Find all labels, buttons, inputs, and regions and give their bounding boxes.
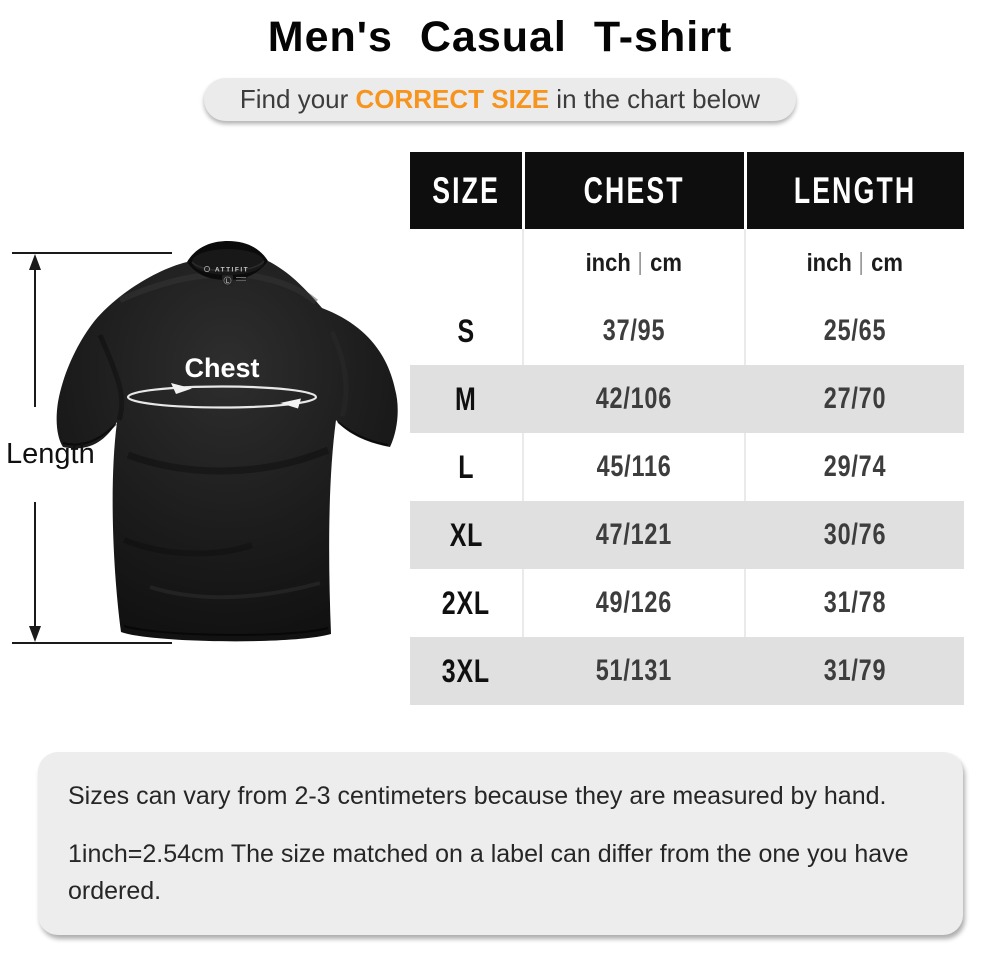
length-arrowhead-down-icon (29, 626, 41, 642)
header-cell-chest: CHEST (522, 152, 744, 229)
banner-text-suffix: in the chart below (549, 84, 761, 114)
sleeve-shadow (329, 330, 349, 417)
tag-text-line (236, 277, 246, 278)
cell-size: 3XL (441, 652, 491, 689)
tshirt-body (56, 261, 398, 642)
cell-chest: 45/116 (522, 433, 744, 501)
size-tag-circle (223, 276, 232, 285)
length-label: Length (6, 438, 95, 470)
note-conversion: 1inch=2.54cm The size matched on a label… (68, 840, 909, 905)
cell-length: 31/79 (744, 637, 964, 705)
units-cell-length: inch cm (744, 229, 964, 297)
chest-measure-ellipse (126, 385, 318, 409)
unit-divider (639, 251, 642, 275)
cuff-stitch (62, 423, 117, 446)
chest-label: Chest (184, 353, 259, 383)
table-row-2xl: 2XL 49/126 31/78 (410, 569, 964, 637)
unit-cm-label: cm (871, 248, 904, 277)
table-header-row: SIZE CHEST LENGTH (410, 152, 964, 229)
table-row-l: L 45/116 29/74 (410, 433, 964, 501)
unit-inch-label: inch (806, 248, 853, 277)
collar-brand-label: ATTIFIT (215, 267, 249, 274)
cell-chest: 42/106 (522, 365, 744, 433)
header-cell-size: SIZE (410, 152, 522, 229)
wrinkle-highlight (149, 581, 321, 600)
cell-length: 29/74 (744, 433, 964, 501)
chest-arrow-left-icon (280, 398, 301, 409)
notes-box: Sizes can vary from 2-3 centimeters beca… (38, 752, 963, 935)
units-row: inch cm inch cm (410, 229, 964, 297)
cell-chest: 49/126 (522, 569, 744, 637)
shoulder-highlight (247, 272, 318, 305)
cell-size: 2XL (441, 584, 491, 621)
table-row-s: S 37/95 25/65 (410, 297, 964, 365)
banner-text-prefix: Find your (239, 84, 356, 114)
collar-seam (191, 260, 265, 272)
cell-length: 27/70 (744, 365, 964, 433)
cell-size: XL (449, 516, 483, 553)
header-label-chest: CHEST (583, 169, 686, 211)
cuff-stitch (337, 421, 389, 446)
chest-arrow-right-icon (171, 383, 192, 394)
tshirt-diagram: ATTIFIT L Chest Length (6, 241, 398, 644)
sleeve-shadow (97, 333, 125, 421)
find-size-banner: Find your CORRECT SIZE in the chart belo… (204, 78, 796, 121)
size-chart-table: SIZE CHEST LENGTH inch cm inch cm S 37/95 … (410, 152, 964, 705)
collar-size-label: L (226, 279, 230, 285)
length-arrowhead-up-icon (29, 254, 41, 270)
page-title: Men's Casual T-shirt (267, 13, 733, 61)
brand-logo-icon (204, 266, 210, 272)
wrinkle-shadow (126, 446, 330, 475)
table-row-xl: XL 47/121 30/76 (410, 501, 964, 569)
wrinkle-shadow (122, 537, 253, 557)
units-cell-empty (410, 229, 522, 297)
note-measuring: Sizes can vary from 2-3 centimeters beca… (68, 782, 887, 810)
header-cell-length: LENGTH (744, 152, 964, 229)
tag-text-line (236, 280, 246, 281)
table-row-3xl: 3XL 51/131 31/79 (410, 637, 964, 705)
cell-size: L (457, 448, 475, 485)
cell-length: 31/78 (744, 569, 964, 637)
cell-length: 25/65 (744, 297, 964, 365)
cell-chest: 47/121 (522, 501, 744, 569)
header-label-length: LENGTH (794, 169, 917, 211)
units-cell-chest: inch cm (522, 229, 744, 297)
banner-highlight: CORRECT SIZE (355, 84, 550, 114)
cell-length: 30/76 (744, 501, 964, 569)
unit-divider (860, 251, 863, 275)
cell-size: M (455, 380, 477, 417)
unit-inch-label: inch (585, 248, 632, 277)
cell-chest: 51/131 (522, 637, 744, 705)
header-label-size: SIZE (432, 169, 500, 211)
table-row-m: M 42/106 27/70 (410, 365, 964, 433)
cell-chest: 37/95 (522, 297, 744, 365)
cell-size: S (457, 312, 475, 349)
unit-cm-label: cm (650, 248, 683, 277)
hem-stitch (123, 625, 329, 636)
